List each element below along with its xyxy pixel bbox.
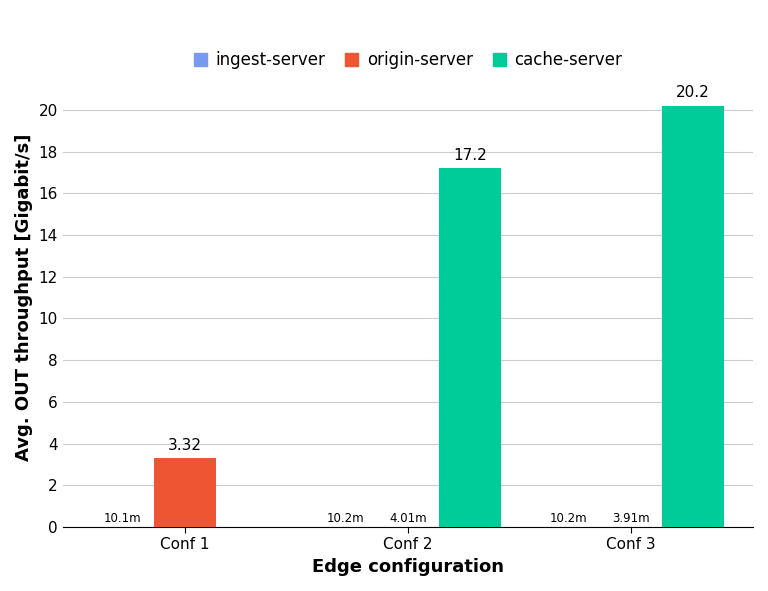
- Legend: ingest-server, origin-server, cache-server: ingest-server, origin-server, cache-serv…: [187, 44, 629, 76]
- Text: 20.2: 20.2: [676, 86, 710, 100]
- Bar: [662, 106, 724, 527]
- Bar: [439, 168, 502, 527]
- Text: 4.01m: 4.01m: [389, 512, 427, 525]
- Text: 3.91m: 3.91m: [612, 512, 650, 525]
- Text: 10.2m: 10.2m: [326, 512, 364, 525]
- Y-axis label: Avg. OUT throughput [Gigabit/s]: Avg. OUT throughput [Gigabit/s]: [15, 134, 33, 461]
- Text: 10.2m: 10.2m: [549, 512, 587, 525]
- Text: 10.1m: 10.1m: [104, 512, 142, 525]
- Bar: [154, 458, 217, 527]
- Text: 3.32: 3.32: [168, 437, 202, 453]
- Text: 17.2: 17.2: [453, 148, 487, 163]
- X-axis label: Edge configuration: Edge configuration: [312, 558, 504, 576]
